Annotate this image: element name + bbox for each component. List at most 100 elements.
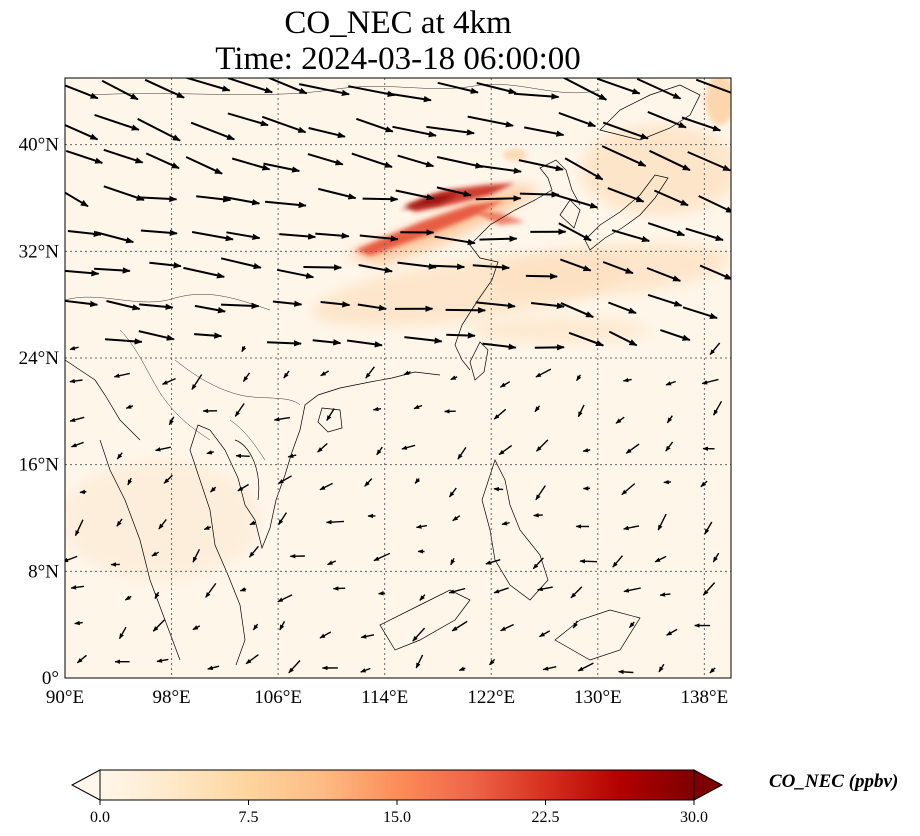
wind-arrow (101, 79, 139, 101)
wind-arrow (709, 667, 716, 674)
wind-arrow (227, 112, 269, 127)
wind-arrow (279, 621, 286, 631)
wind-arrow (475, 164, 522, 174)
wind-arrow (499, 381, 511, 388)
wind-arrow (562, 78, 608, 101)
wind-arrow (346, 339, 383, 348)
wind-arrow (577, 662, 594, 672)
wind-arrow (698, 195, 731, 213)
wind-arrow (266, 78, 308, 95)
wind-arrow (190, 121, 236, 141)
wind-arrow (116, 452, 123, 460)
wind-arrow (65, 123, 99, 141)
wind-arrow (241, 345, 247, 353)
wind-arrow (220, 257, 262, 270)
wind-arrow (192, 548, 201, 563)
wind-arrow (163, 474, 173, 484)
wind-arrow (242, 372, 251, 382)
wind-arrow (307, 153, 344, 166)
wind-arrow (360, 667, 371, 673)
wind-arrow (618, 669, 634, 675)
wind-arrow (450, 375, 458, 381)
wind-arrow (415, 524, 428, 529)
wind-arrow (278, 512, 287, 526)
lat-tick-label: 40°N (19, 135, 60, 156)
wind-arrow (205, 582, 217, 598)
wind-arrow (537, 586, 553, 592)
wind-arrow (315, 232, 350, 239)
wind-arrow (308, 127, 346, 139)
wind-arrow (485, 559, 501, 565)
wind-arrow (685, 227, 724, 241)
wind-arrow (415, 654, 424, 669)
concentration-field (65, 78, 731, 678)
wind-arrow (357, 303, 387, 311)
wind-arrow (476, 82, 517, 95)
wind-arrow (577, 404, 585, 418)
lon-tick-label: 98°E (152, 687, 190, 708)
colorbar-extend-max (693, 769, 724, 801)
wind-arrow (319, 482, 333, 491)
wind-arrow (303, 264, 343, 271)
wind-arrow (288, 660, 301, 674)
wind-arrow (647, 110, 687, 129)
wind-arrow (192, 625, 201, 631)
colorbar-tick-label: 15.0 (383, 809, 411, 826)
wind-arrow (196, 195, 232, 203)
wind-arrow (320, 370, 330, 377)
wind-arrow (273, 416, 291, 422)
wind-arrow (276, 268, 315, 279)
wind-arrow (312, 339, 342, 346)
wind-arrow (223, 195, 261, 206)
lon-tick-label: 138°E (681, 687, 729, 708)
wind-arrow (712, 400, 723, 416)
wind-arrow (709, 342, 721, 356)
wind-arrow (395, 189, 435, 201)
wind-arrow (203, 525, 212, 531)
wind-arrow (525, 273, 558, 280)
colorbar-tick-label: 7.5 (239, 809, 259, 826)
wind-arrow (74, 620, 83, 626)
wind-arrow (513, 92, 560, 100)
wind-arrow (665, 441, 674, 452)
wind-arrow (704, 521, 713, 535)
wind-arrow (695, 78, 731, 96)
wind-arrow (359, 234, 399, 242)
wind-arrow (457, 447, 467, 460)
wind-arrow (206, 450, 214, 455)
wind-arrow (261, 115, 307, 134)
wind-arrow (145, 152, 180, 170)
wind-arrow (666, 415, 673, 424)
wind-arrow (500, 623, 514, 632)
wind-arrow (576, 374, 582, 382)
wind-arrow (446, 332, 476, 339)
wind-arrow (601, 145, 647, 167)
wind-arrow (488, 658, 496, 666)
wind-arrow (154, 591, 160, 599)
wind-arrow (326, 560, 337, 566)
wind-arrow (227, 78, 273, 94)
wind-arrow (237, 483, 249, 492)
wind-arrow (530, 302, 565, 310)
wind-arrow (615, 416, 625, 424)
wind-arrow (266, 340, 302, 347)
wind-arrow (539, 630, 551, 638)
wind-arrow (419, 594, 426, 601)
wind-arrow (151, 551, 160, 557)
wind-arrow (448, 587, 466, 594)
wind-arrow (432, 263, 466, 270)
wind-arrow (139, 303, 174, 311)
wind-arrow (493, 486, 504, 492)
wind-arrow (69, 345, 79, 351)
wind-arrow (534, 405, 541, 413)
wind-arrow (283, 370, 290, 379)
wind-arrow (156, 658, 169, 663)
wind-arrow (138, 330, 175, 341)
wind-arrow (558, 111, 597, 128)
wind-arrow (518, 159, 564, 172)
wind-arrow (392, 125, 437, 138)
wind-arrow (542, 666, 557, 671)
wind-arrow (660, 329, 691, 341)
wind-arrow (94, 113, 140, 131)
wind-arrow (74, 519, 84, 537)
